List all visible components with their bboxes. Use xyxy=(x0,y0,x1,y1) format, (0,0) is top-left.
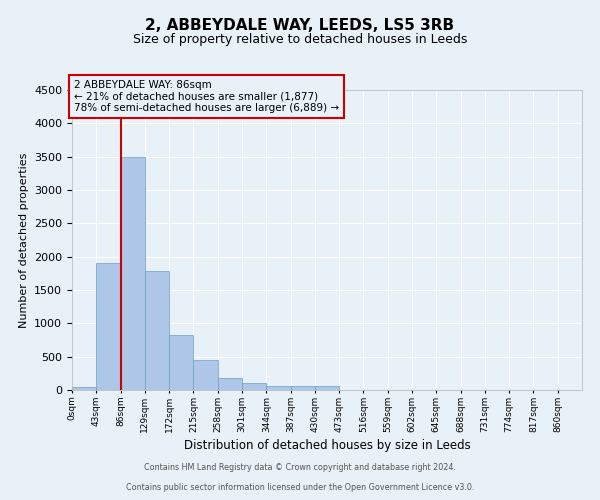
Bar xyxy=(290,386,315,390)
Text: 2 ABBEYDALE WAY: 86sqm
← 21% of detached houses are smaller (1,877)
78% of semi-: 2 ABBEYDALE WAY: 86sqm ← 21% of detached… xyxy=(74,80,339,113)
Text: Contains public sector information licensed under the Open Government Licence v3: Contains public sector information licen… xyxy=(126,483,474,492)
Y-axis label: Number of detached properties: Number of detached properties xyxy=(19,152,29,328)
Bar xyxy=(96,264,121,390)
Bar xyxy=(218,378,242,390)
Text: Size of property relative to detached houses in Leeds: Size of property relative to detached ho… xyxy=(133,32,467,46)
Bar xyxy=(145,272,169,390)
Bar xyxy=(315,386,339,390)
Bar xyxy=(266,386,290,390)
Bar xyxy=(193,360,218,390)
Bar xyxy=(169,334,193,390)
Text: 2, ABBEYDALE WAY, LEEDS, LS5 3RB: 2, ABBEYDALE WAY, LEEDS, LS5 3RB xyxy=(145,18,455,32)
Bar xyxy=(72,386,96,390)
Bar xyxy=(242,384,266,390)
Bar xyxy=(121,156,145,390)
X-axis label: Distribution of detached houses by size in Leeds: Distribution of detached houses by size … xyxy=(184,439,470,452)
Text: Contains HM Land Registry data © Crown copyright and database right 2024.: Contains HM Land Registry data © Crown c… xyxy=(144,463,456,472)
